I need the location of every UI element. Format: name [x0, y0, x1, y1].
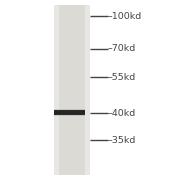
Text: –55kd: –55kd — [108, 73, 136, 82]
Bar — [59, 5, 85, 175]
Text: –100kd: –100kd — [108, 12, 142, 21]
Bar — [54, 109, 85, 116]
Text: –35kd: –35kd — [108, 136, 136, 145]
Bar — [54, 111, 85, 114]
Bar — [54, 5, 90, 175]
Bar — [54, 110, 85, 115]
Text: –40kd: –40kd — [108, 109, 136, 118]
Text: –70kd: –70kd — [108, 44, 136, 53]
